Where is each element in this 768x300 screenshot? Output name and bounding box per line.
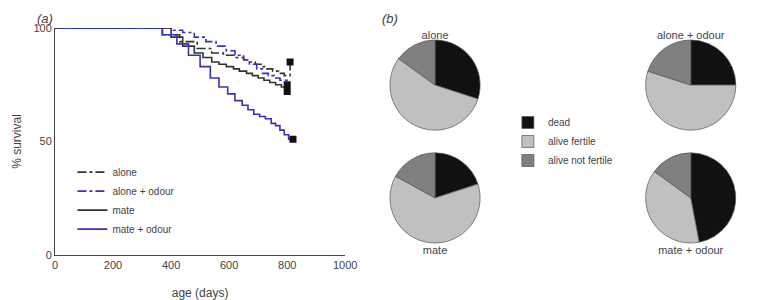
svg-text:alone + odour: alone + odour — [657, 29, 725, 41]
svg-text:800: 800 — [278, 259, 296, 271]
svg-text:alive fertile: alive fertile — [548, 136, 596, 147]
svg-text:alone: alone — [422, 29, 449, 41]
svg-text:0: 0 — [52, 259, 58, 271]
svg-text:mate + odour: mate + odour — [658, 244, 723, 256]
svg-text:age (days): age (days) — [172, 286, 229, 300]
svg-text:600: 600 — [220, 259, 238, 271]
svg-text:alone: alone — [112, 167, 137, 178]
svg-text:400: 400 — [162, 259, 180, 271]
svg-text:alive not fertile: alive not fertile — [548, 155, 613, 166]
svg-text:0: 0 — [46, 249, 52, 261]
svg-text:mate + odour: mate + odour — [112, 224, 172, 235]
svg-text:50: 50 — [40, 135, 52, 147]
svg-text:alone + odour: alone + odour — [112, 186, 174, 197]
svg-text:1000: 1000 — [333, 259, 357, 271]
svg-text:200: 200 — [104, 259, 122, 271]
svg-text:(a): (a) — [37, 11, 53, 26]
svg-text:(b): (b) — [382, 11, 398, 26]
svg-text:mate: mate — [423, 244, 447, 256]
svg-text:% survival: % survival — [10, 114, 24, 169]
svg-text:100: 100 — [33, 22, 51, 34]
svg-text:mate: mate — [112, 205, 135, 216]
svg-text:dead: dead — [548, 117, 570, 128]
